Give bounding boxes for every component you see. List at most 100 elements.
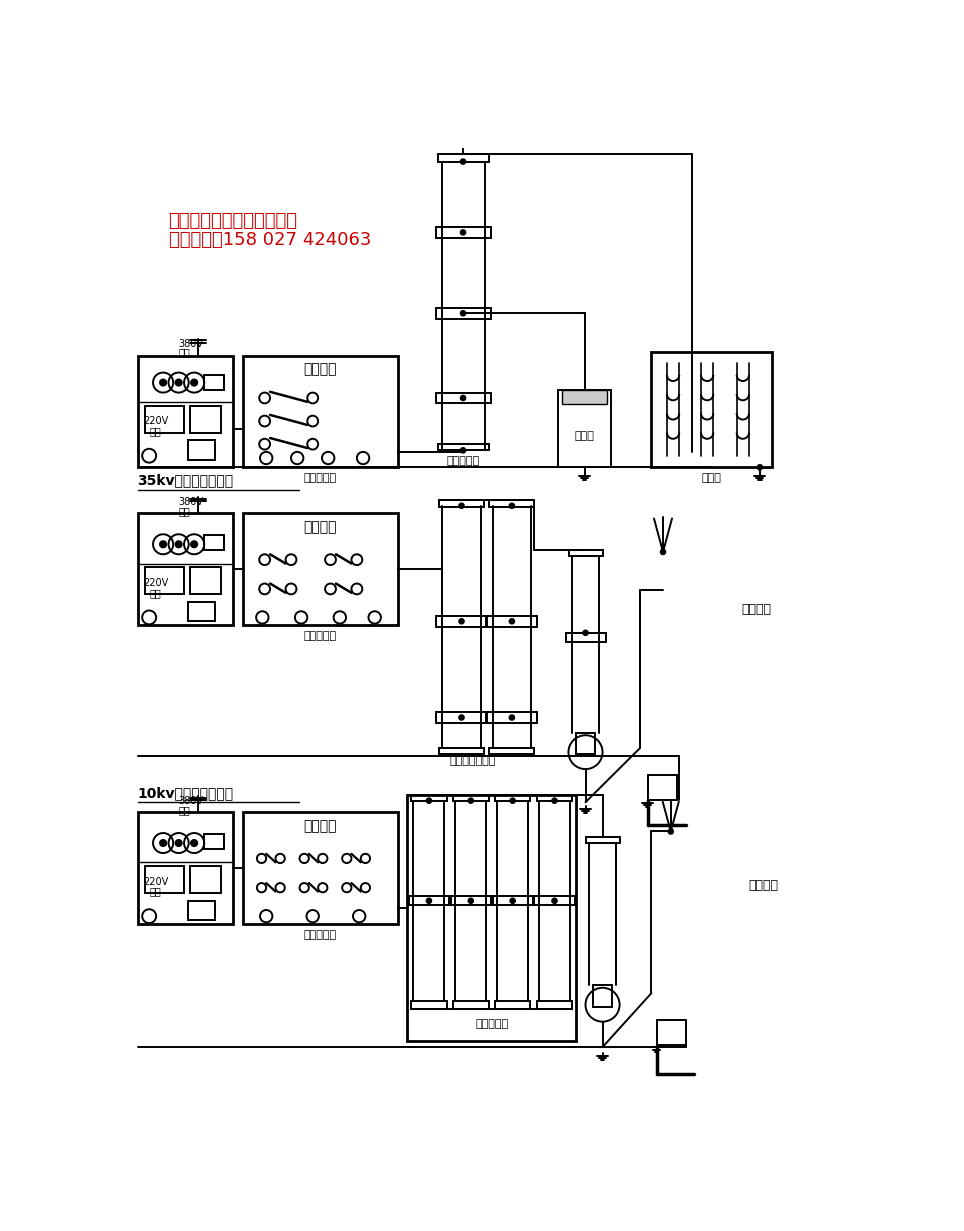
Bar bbox=[190, 867, 222, 892]
Bar bbox=[436, 712, 487, 723]
Bar bbox=[138, 356, 233, 468]
Circle shape bbox=[461, 311, 466, 315]
Text: 220V: 220V bbox=[143, 876, 168, 886]
Bar bbox=[409, 896, 449, 905]
Bar bbox=[593, 986, 612, 1007]
Text: 220V: 220V bbox=[143, 416, 168, 426]
Bar bbox=[190, 567, 222, 595]
Text: 四组串联: 四组串联 bbox=[304, 362, 337, 377]
Circle shape bbox=[160, 542, 166, 548]
Bar bbox=[490, 748, 534, 755]
Text: 35kv电缆试验接线图: 35kv电缆试验接线图 bbox=[138, 474, 233, 487]
Bar bbox=[534, 896, 575, 905]
Bar bbox=[486, 616, 538, 627]
Bar bbox=[490, 500, 534, 506]
Circle shape bbox=[552, 899, 557, 904]
Bar bbox=[450, 896, 491, 905]
Text: 四组并联: 四组并联 bbox=[304, 819, 337, 833]
Circle shape bbox=[175, 379, 182, 385]
Bar bbox=[453, 1001, 489, 1008]
Circle shape bbox=[583, 630, 588, 635]
Text: 被试电缆: 被试电缆 bbox=[749, 879, 779, 892]
Circle shape bbox=[160, 840, 166, 846]
Text: 380V: 380V bbox=[178, 497, 203, 507]
Bar bbox=[439, 444, 489, 451]
Bar bbox=[188, 602, 215, 622]
Text: 技术支持：158 027 424063: 技术支持：158 027 424063 bbox=[169, 231, 371, 249]
Bar bbox=[204, 833, 224, 849]
Text: 电源: 电源 bbox=[149, 886, 161, 896]
Bar bbox=[439, 500, 484, 506]
Text: 输入: 输入 bbox=[178, 805, 190, 815]
Bar bbox=[411, 1001, 446, 1008]
Text: 输入: 输入 bbox=[178, 347, 190, 357]
Circle shape bbox=[175, 840, 182, 846]
Bar bbox=[190, 406, 222, 432]
Bar bbox=[648, 776, 677, 800]
Bar bbox=[243, 356, 398, 468]
Circle shape bbox=[510, 799, 515, 803]
Bar bbox=[576, 732, 595, 755]
Bar bbox=[439, 154, 489, 161]
Bar bbox=[188, 441, 215, 459]
Circle shape bbox=[461, 448, 466, 453]
Circle shape bbox=[552, 799, 557, 803]
Circle shape bbox=[461, 230, 466, 235]
Text: 武汉凯迪正大电气有限公司: 武汉凯迪正大电气有限公司 bbox=[169, 212, 298, 230]
Text: 二串二并: 二串二并 bbox=[304, 521, 337, 534]
Bar bbox=[656, 1020, 686, 1045]
Circle shape bbox=[510, 503, 514, 508]
Bar bbox=[243, 812, 398, 924]
Bar bbox=[138, 812, 233, 924]
Text: 输入: 输入 bbox=[178, 506, 190, 516]
Bar bbox=[436, 393, 491, 404]
Bar bbox=[495, 1001, 530, 1008]
Bar bbox=[411, 794, 446, 800]
Text: 电抗器二串二并: 电抗器二串二并 bbox=[450, 756, 496, 766]
Bar bbox=[558, 390, 611, 468]
Circle shape bbox=[459, 503, 464, 508]
Text: 电抗器四串: 电抗器四串 bbox=[446, 457, 480, 467]
Bar bbox=[188, 901, 215, 920]
Bar bbox=[569, 550, 602, 556]
Bar bbox=[436, 616, 487, 627]
Circle shape bbox=[510, 899, 515, 904]
Text: 励磁变压器: 励磁变压器 bbox=[304, 473, 337, 483]
Text: 电抗器四并: 电抗器四并 bbox=[476, 1019, 509, 1029]
Bar bbox=[243, 513, 398, 625]
Text: 220V: 220V bbox=[143, 577, 168, 587]
Circle shape bbox=[459, 619, 464, 624]
Circle shape bbox=[660, 550, 665, 554]
Text: 380V: 380V bbox=[178, 339, 203, 350]
Text: 电源: 电源 bbox=[149, 587, 161, 598]
Circle shape bbox=[160, 379, 166, 385]
Circle shape bbox=[191, 379, 198, 385]
Circle shape bbox=[175, 542, 182, 548]
Text: 被试电缆: 被试电缆 bbox=[741, 603, 771, 617]
Text: 分压器: 分压器 bbox=[575, 432, 595, 442]
Bar bbox=[439, 748, 484, 755]
Text: 励磁变压器: 励磁变压器 bbox=[304, 929, 337, 939]
Bar bbox=[586, 837, 620, 843]
Bar bbox=[566, 633, 605, 643]
Bar bbox=[138, 513, 233, 625]
Text: 电源: 电源 bbox=[149, 426, 161, 436]
Circle shape bbox=[469, 799, 473, 803]
Circle shape bbox=[427, 799, 431, 803]
Bar bbox=[146, 567, 184, 595]
Circle shape bbox=[459, 715, 464, 720]
Circle shape bbox=[461, 395, 466, 400]
Bar bbox=[493, 896, 533, 905]
Circle shape bbox=[510, 715, 514, 720]
Circle shape bbox=[427, 899, 431, 904]
Bar bbox=[562, 390, 607, 404]
Circle shape bbox=[668, 830, 673, 833]
Bar bbox=[537, 1001, 573, 1008]
Circle shape bbox=[191, 542, 198, 548]
Text: 励磁变压器: 励磁变压器 bbox=[304, 632, 337, 641]
Circle shape bbox=[510, 619, 514, 624]
Circle shape bbox=[758, 465, 763, 469]
Text: 变压器: 变压器 bbox=[701, 473, 721, 483]
Bar bbox=[652, 352, 771, 468]
Text: 10kv电缆试验接线图: 10kv电缆试验接线图 bbox=[138, 785, 233, 800]
